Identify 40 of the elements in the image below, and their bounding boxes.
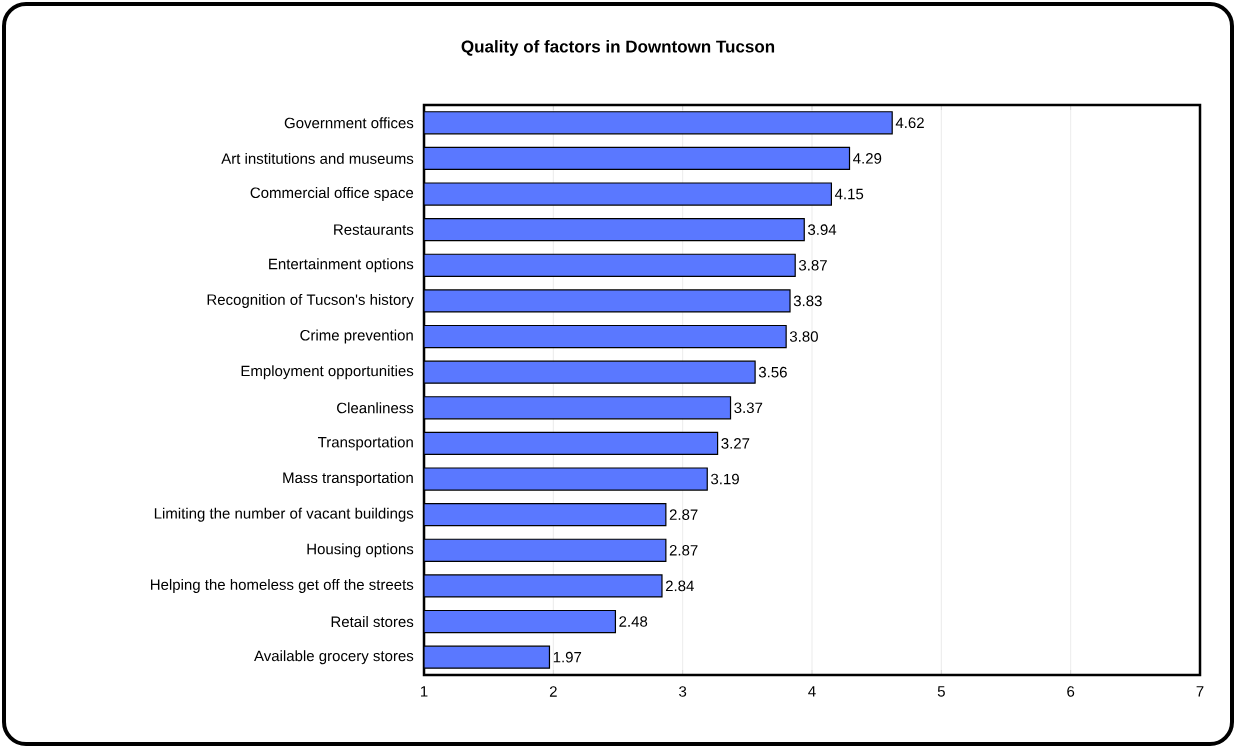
x-tick-label: 2 [549, 686, 557, 697]
data-label: 2.87 [669, 545, 698, 556]
data-label: 2.84 [665, 580, 694, 592]
y-tick-label: Mass transportation [283, 472, 413, 487]
y-tick-label: Entertainment options [269, 258, 414, 273]
x-tick-label: 3 [679, 686, 687, 697]
data-label: 2.87 [669, 509, 698, 520]
x-tick-label: 1 [420, 686, 428, 697]
x-tick-label: 7 [1196, 686, 1204, 697]
data-label: 4.62 [895, 117, 924, 129]
y-tick-label: Art institutions and museums [221, 152, 414, 164]
data-label: 4.29 [853, 153, 882, 164]
y-tick-label: Employment opportunities [241, 365, 414, 380]
data-label: 3.56 [758, 366, 787, 378]
x-tick-label: 4 [808, 686, 816, 697]
y-tick-label: Limiting the number of vacant buildings [154, 507, 414, 522]
data-label: 3.27 [721, 438, 750, 449]
y-tick-label: Housing options [307, 543, 414, 558]
y-tick-label: Restaurants [334, 224, 414, 235]
data-label: 3.94 [808, 224, 837, 235]
x-tick-label: 5 [937, 686, 945, 697]
y-tick-label: Government offices [284, 117, 414, 129]
data-label: 3.19 [711, 473, 739, 485]
data-label: 3.37 [734, 402, 763, 414]
y-tick-label: Helping the homeless get off the streets [151, 578, 414, 593]
y-tick-label: Available grocery stores [254, 650, 414, 665]
y-tick-label: Commercial office space [250, 187, 414, 202]
x-tick-label: 6 [1067, 686, 1075, 697]
data-label: 1.97 [553, 651, 582, 663]
y-tick-label: Transportation [317, 436, 413, 451]
chart-title: Quality of factors in Downtown Tucson [461, 40, 775, 56]
y-tick-label: Recognition of Tucson's history [207, 293, 414, 308]
y-tick-label: Retail stores [331, 616, 414, 628]
data-label: 3.80 [789, 331, 818, 342]
y-tick-label: Cleanliness [337, 402, 414, 414]
data-label: 3.83 [793, 295, 822, 307]
data-label: 4.15 [834, 188, 864, 200]
data-label: 3.87 [798, 260, 827, 271]
data-label: 2.48 [619, 616, 648, 627]
y-tick-label: Crime prevention [300, 329, 413, 344]
